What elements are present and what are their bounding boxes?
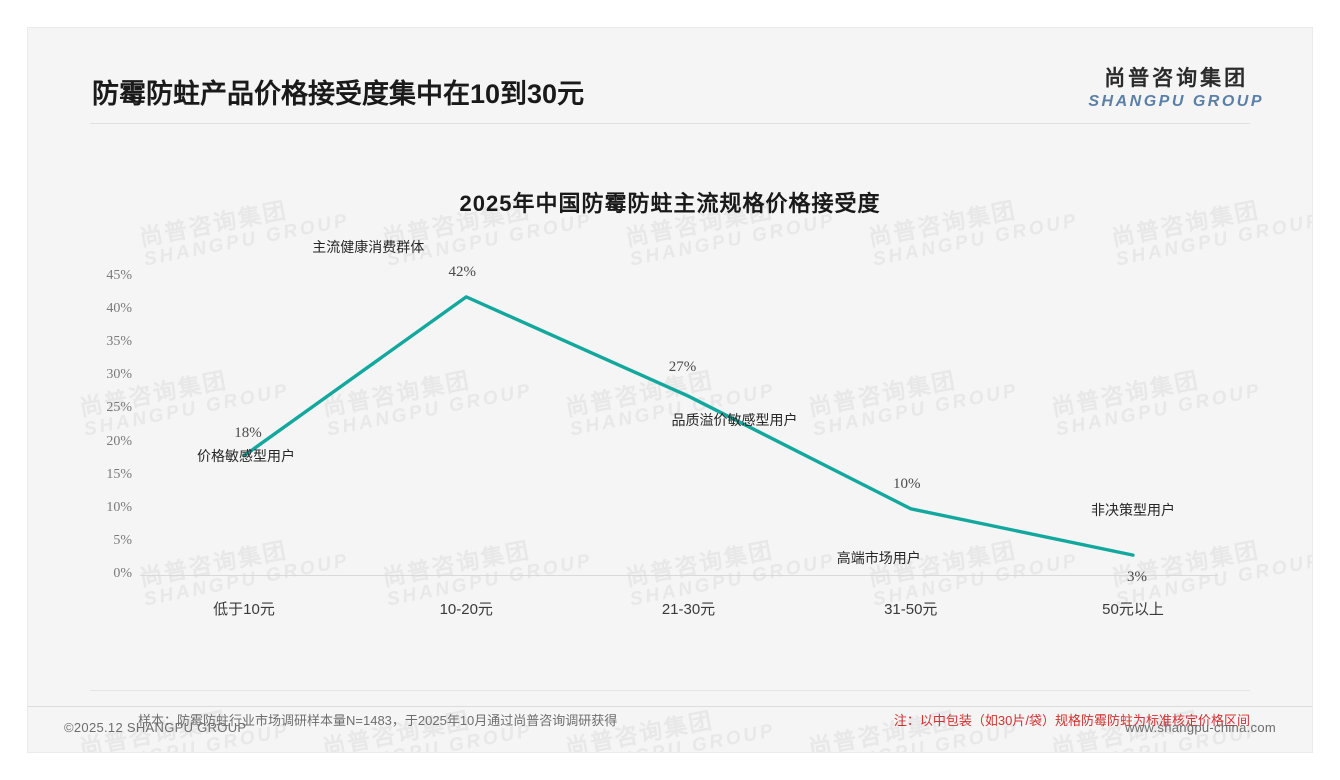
data-point-value-label: 10%: [893, 475, 921, 492]
data-point-value-label: 3%: [1127, 569, 1147, 586]
x-axis-tick-label: 10-20元: [439, 601, 493, 618]
y-axis-tick-label: 20%: [106, 433, 132, 449]
x-axis-line: [140, 575, 1218, 576]
data-point-annotation: 品质溢价敏感型用户: [671, 412, 798, 429]
y-axis-tick-label: 30%: [106, 367, 132, 383]
remark-note: 注：以中包装（如30片/袋）规格防霉防蛀为标准核定价格区间: [893, 713, 1250, 728]
y-axis-tick-label: 10%: [106, 499, 132, 515]
sample-note: 样本：防霉防蛀行业市场调研样本量N=1483，于2025年10月通过尚普咨询调研…: [138, 713, 618, 728]
y-axis-tick-label: 25%: [106, 400, 132, 416]
x-axis-tick-label: 50元以上: [1102, 601, 1164, 618]
copyright-text: ©2025.12 SHANGPU GROUP: [64, 720, 247, 735]
logo-english-text: SHANGPU GROUP: [1088, 93, 1264, 111]
slide-header: 防霉防蛀产品价格接受度集中在10到30元 尚普咨询集团 SHANGPU GROU…: [28, 28, 1312, 124]
logo-chinese-text: 尚普咨询集团: [1104, 67, 1249, 90]
data-point-value-label: 42%: [448, 263, 477, 280]
y-axis-tick-label: 0%: [113, 566, 132, 581]
y-axis-tick-label: 35%: [106, 334, 132, 350]
data-point-annotation: 高端市场用户: [836, 549, 921, 566]
x-axis-tick-label: 31-50元: [884, 601, 938, 618]
x-axis-tick-label: 21-30元: [661, 601, 716, 618]
chart-title: 2025年中国防霉防蛀主流规格价格接受度: [459, 191, 881, 216]
data-point-value-label: 27%: [668, 359, 697, 376]
data-point-annotation: 主流健康消费群体: [312, 238, 425, 255]
chart-line-series: [242, 295, 1135, 557]
y-axis-tick-label: 45%: [106, 268, 132, 283]
slide-canvas: 尚普咨询集团 SHANGPU GROUP 尚普咨询集团 SHANGPU GROUP 尚普…: [28, 28, 1312, 752]
data-point-value-label: 18%: [234, 424, 262, 441]
series-polyline: [242, 295, 1135, 557]
line-chart: 45% 40% 35% 30% 25% 20% 15% 10% 5% 0% 18% 42% 27% 10%…: [28, 28, 1312, 752]
slide-footer: ©2025.12 SHANGPU GROUP www.shangpu-china…: [28, 706, 1312, 752]
y-axis-tick-label: 40%: [106, 301, 132, 317]
data-point-annotation: 非决策型用户: [1091, 502, 1175, 519]
company-logo: 尚普咨询集团 SHANGPU GROUP: [1088, 66, 1264, 112]
data-point-annotation: 价格敏感型用户: [197, 447, 295, 464]
y-axis-tick-label: 5%: [113, 532, 132, 548]
page-title: 防霉防蛀产品价格接受度集中在10到30元: [92, 79, 585, 109]
website-link[interactable]: www.shangpu-china.com: [1125, 720, 1276, 735]
x-axis-tick-label: 低于10元: [213, 601, 275, 618]
y-axis-tick-label: 15%: [106, 466, 132, 482]
